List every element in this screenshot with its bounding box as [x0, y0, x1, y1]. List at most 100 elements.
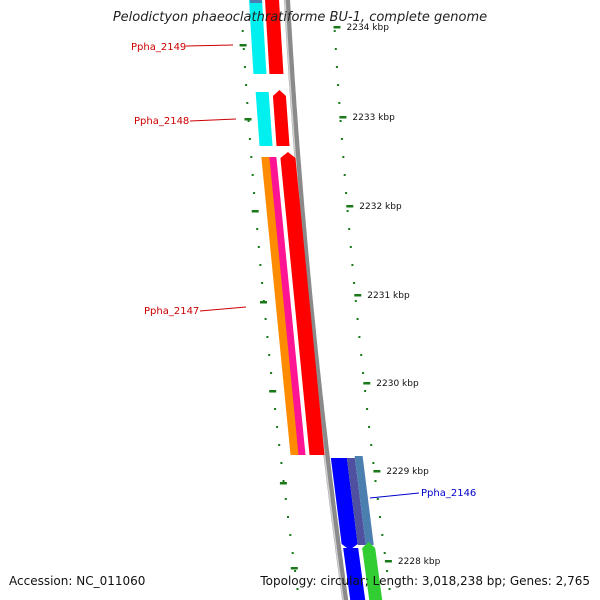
tick-dot-left	[270, 372, 273, 374]
tick-dot-right	[372, 462, 375, 464]
scale-major-tick	[384, 560, 392, 563]
genome-title: Pelodictyon phaeoclathratiforme BU-1, co…	[112, 10, 488, 25]
tick-dot-right	[374, 480, 377, 482]
tick-dot-right	[376, 498, 379, 500]
tick-dot-right	[358, 336, 361, 338]
tick-dot-right	[356, 318, 359, 320]
scale-label: 2231 kbp	[367, 291, 410, 301]
gene-ppha-2147-magenta	[269, 157, 306, 455]
tick-dot-right	[348, 228, 351, 230]
gene-ppha-2145-blue	[343, 548, 366, 600]
gene-label-leader-line	[369, 492, 420, 499]
tick-dot-left	[291, 552, 294, 554]
scale-major-tick	[333, 26, 341, 29]
tick-dot-left	[250, 156, 253, 158]
tick-dot-right	[362, 372, 365, 374]
tick-dot-left	[247, 120, 250, 122]
tick-dot-left	[242, 48, 245, 50]
gene-ppha-2145-green	[362, 542, 383, 600]
gene-label-ppha-2146: Ppha_2146	[421, 488, 476, 499]
gene-ppha-2149-red	[265, 0, 284, 74]
tick-dot-right	[353, 282, 356, 284]
gene-label-ppha-2147: Ppha_2147	[144, 306, 199, 317]
tick-dot-left	[266, 336, 269, 338]
tick-dot-left	[289, 534, 292, 536]
gene-ppha-2146-slate	[346, 458, 366, 545]
gene-ppha-2149-cyan	[249, 0, 267, 74]
tick-dot-left	[264, 318, 267, 320]
tick-dot-right	[343, 174, 346, 176]
tick-dot-left	[278, 444, 281, 446]
tick-dot-left	[284, 498, 287, 500]
tick-dot-left	[241, 30, 244, 32]
tick-dot-left	[274, 408, 277, 410]
tick-dot-left	[259, 264, 262, 266]
tick-dot-left	[287, 516, 289, 518]
scale-major-tick	[373, 470, 381, 473]
tick-dot-right	[351, 264, 354, 266]
tick-dot-right	[349, 246, 352, 248]
gene-ppha-2146-steel	[354, 456, 374, 545]
left-major-tick	[244, 118, 252, 121]
scale-label: 2228 kbp	[398, 557, 441, 567]
tick-dot-right	[340, 138, 343, 140]
scale-label: 2230 kbp	[376, 379, 419, 389]
tick-dot-left	[268, 354, 271, 356]
tick-dot-right	[388, 588, 391, 590]
tick-dot-left	[245, 84, 248, 86]
tick-dot-right	[339, 120, 342, 122]
tick-dot-left	[296, 588, 299, 590]
tick-dot-left	[253, 192, 256, 194]
gene-ppha-2149-top-blue	[250, 0, 263, 3]
gene-label-ppha-2148: Ppha_2148	[134, 116, 189, 127]
tick-dot-right	[338, 102, 341, 104]
tick-dot-right	[370, 444, 373, 446]
tick-dot-left	[251, 174, 254, 176]
scale-major-tick	[363, 382, 371, 385]
tick-dot-right	[360, 354, 363, 356]
tick-dot-left	[261, 282, 264, 284]
tick-dot-right	[386, 570, 389, 572]
tick-dot-left	[280, 462, 283, 464]
tick-dot-left	[294, 570, 297, 572]
tick-dot-right	[364, 390, 367, 392]
tick-dot-right	[335, 66, 338, 68]
left-major-tick	[279, 482, 287, 485]
scale-major-tick	[346, 205, 354, 208]
gene-ppha-2148-cyan	[255, 92, 273, 146]
tick-dot-left	[243, 66, 246, 68]
left-major-tick	[260, 301, 267, 304]
tick-dot-left	[257, 246, 260, 248]
scale-label: 2232 kbp	[359, 202, 402, 212]
genome-backbone	[283, 0, 349, 600]
gene-label-leader-line	[189, 118, 237, 122]
tick-dot-right	[366, 408, 369, 410]
tick-dot-right	[368, 426, 371, 428]
tick-dot-right	[342, 156, 345, 158]
tick-dot-left	[256, 228, 259, 230]
scale-label: 2233 kbp	[352, 113, 395, 123]
left-major-tick	[239, 44, 247, 47]
gene-ppha-2148-red	[272, 90, 290, 146]
tick-dot-left	[276, 426, 279, 428]
topology-label: Topology: circular; Length: 3,018,238 bp…	[260, 574, 590, 588]
tick-dot-right	[383, 552, 386, 554]
tick-dot-right	[334, 48, 337, 50]
gene-ppha-2147-red	[280, 152, 325, 455]
tick-dot-right	[337, 84, 340, 86]
tick-dot-left	[282, 480, 285, 482]
tick-dot-left	[246, 102, 249, 104]
tick-dot-right	[346, 210, 349, 212]
tick-dot-left	[248, 138, 251, 140]
left-major-tick	[290, 567, 298, 570]
scale-major-tick	[354, 294, 362, 297]
gene-ppha-2146-blue	[330, 458, 358, 550]
gene-label-ppha-2149: Ppha_2149	[131, 42, 186, 53]
scale-major-tick	[339, 116, 347, 119]
gene-label-leader-line	[185, 44, 234, 47]
gene-ppha-2147-orange	[261, 157, 300, 455]
scale-label: 2234 kbp	[347, 23, 390, 33]
tick-dot-right	[333, 30, 336, 32]
